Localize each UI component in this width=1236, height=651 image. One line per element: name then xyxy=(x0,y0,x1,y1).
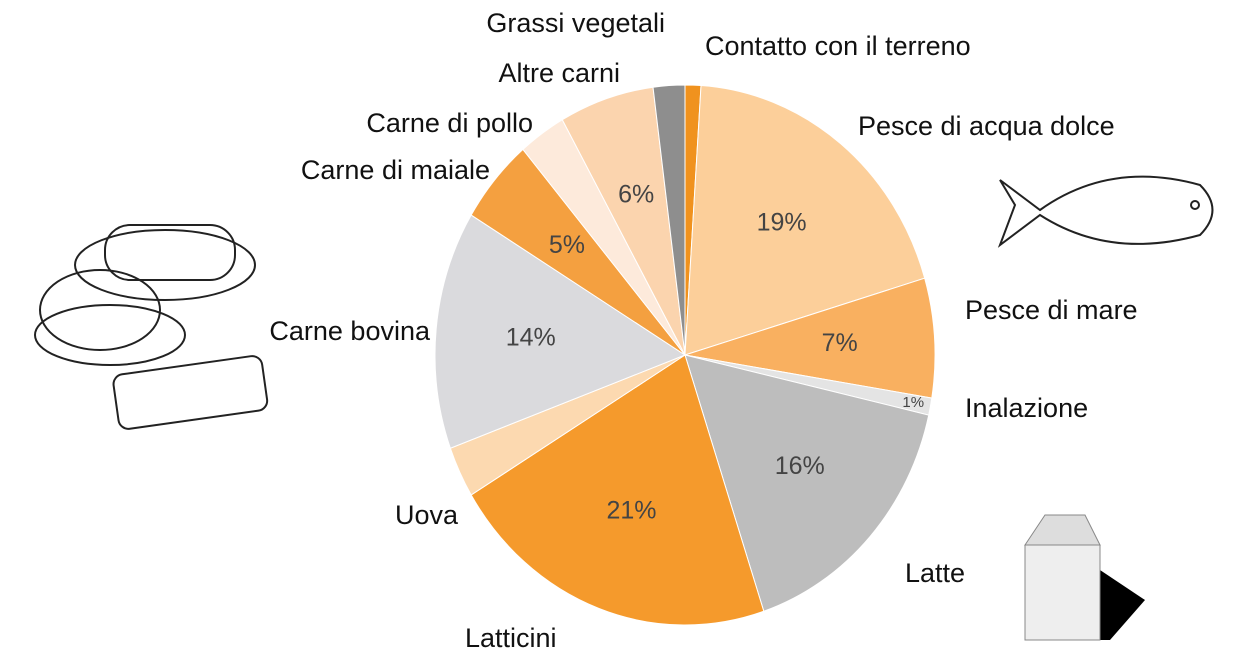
category-label: Inalazione xyxy=(965,393,1088,423)
slice-label: 5% xyxy=(549,231,585,259)
pie-slice xyxy=(684,85,926,356)
category-label: Contatto con il terreno xyxy=(705,31,971,61)
slice-label: 6% xyxy=(618,181,654,209)
category-label: Carne di maiale xyxy=(301,155,490,185)
slice-label: 7% xyxy=(822,329,858,357)
pie-slice xyxy=(652,84,686,356)
pie-slice xyxy=(470,354,765,626)
category-label: Latte xyxy=(905,558,965,588)
category-label: Carne bovina xyxy=(269,316,431,346)
category-label: Altre carni xyxy=(498,58,620,88)
category-label: Pesce di mare xyxy=(965,295,1138,325)
pie-slice xyxy=(684,354,930,612)
pie-slice xyxy=(684,277,936,399)
slice-label: 1% xyxy=(902,394,924,411)
meat-icon xyxy=(34,224,269,430)
fish-icon xyxy=(997,175,1214,248)
category-label: Carne di pollo xyxy=(366,108,533,138)
slice-label: 14% xyxy=(506,324,556,352)
category-label: Uova xyxy=(395,500,459,530)
slice-label: 21% xyxy=(606,497,656,525)
category-label: Grassi vegetali xyxy=(486,8,665,38)
slice-label: 19% xyxy=(757,209,807,237)
milk-icon xyxy=(1024,514,1145,641)
category-label: Pesce di acqua dolce xyxy=(858,111,1115,141)
pie-slice xyxy=(434,214,687,449)
category-label: Latticini xyxy=(465,623,557,651)
slice-label: 16% xyxy=(775,452,825,480)
